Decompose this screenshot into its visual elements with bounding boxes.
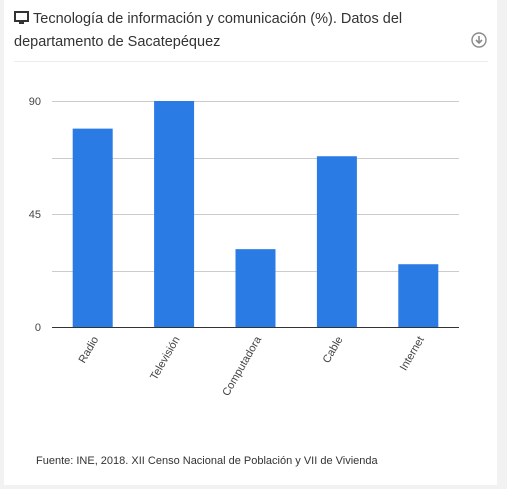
y-tick-label: 90: [29, 96, 41, 108]
y-tick-label: 45: [29, 209, 41, 221]
bar: [316, 156, 357, 327]
x-tick-label: Cable: [321, 335, 346, 366]
bar: [72, 128, 113, 327]
bar: [154, 101, 195, 327]
x-tick-label: Computadora: [220, 334, 264, 398]
bar: [235, 249, 276, 327]
x-tick-label: Televisión: [148, 335, 183, 383]
title-divider: [14, 61, 488, 62]
chart-title: Tecnología de información y comunicación…: [14, 11, 403, 50]
bar-chart: 0 45 90 Radio Televisión Computadora Cable Inte…: [29, 96, 459, 398]
x-tick-label: Radio: [77, 335, 102, 366]
source-note: Fuente: INE, 2018. XII Censo Nacional de…: [36, 455, 378, 467]
chart-title-row: Tecnología de información y comunicación…: [14, 9, 484, 53]
y-tick-label: 0: [35, 322, 41, 334]
monitor-icon: [14, 11, 29, 32]
download-icon[interactable]: [470, 31, 488, 49]
bar: [398, 264, 439, 327]
chart-card: Tecnología de información y comunicación…: [4, 0, 497, 485]
x-tick-label: Internet: [398, 335, 427, 373]
